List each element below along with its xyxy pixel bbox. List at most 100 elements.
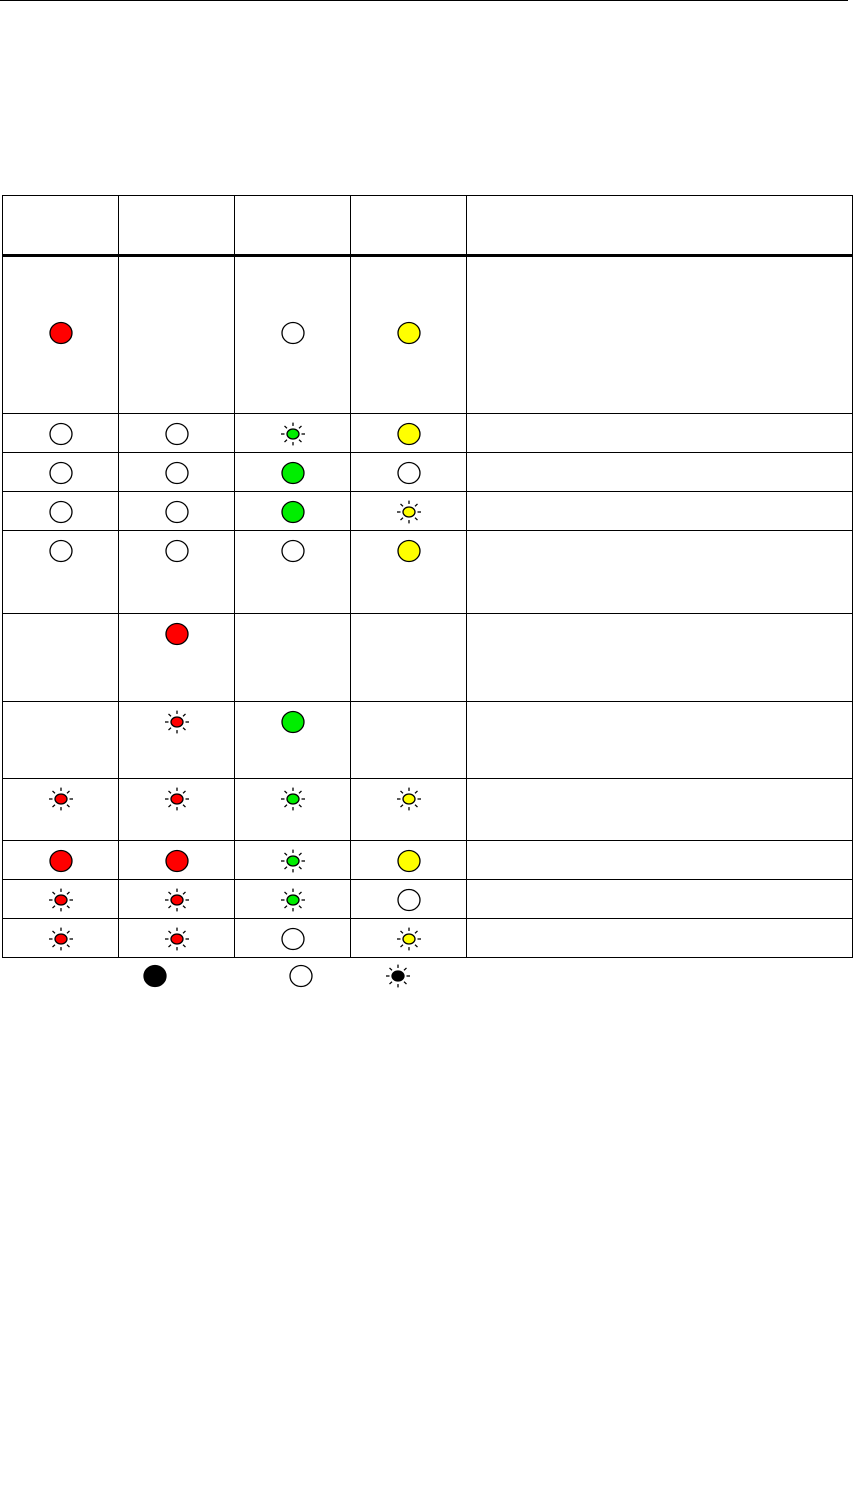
description-cell: [466, 840, 853, 880]
led-blinking-icon: [280, 422, 305, 446]
led-blinking-icon: [164, 927, 189, 951]
led-on-icon: [164, 849, 189, 873]
led-off-icon: [48, 539, 73, 563]
led-cell: [118, 530, 235, 614]
led-cell: [118, 840, 235, 880]
led-blinking-icon: [48, 927, 73, 951]
led-cell: [2, 452, 119, 492]
led-cell: [350, 879, 467, 919]
led-cell: [234, 255, 351, 414]
table-row: [2, 452, 853, 492]
led-off-icon: [48, 500, 73, 524]
description-cell: [466, 879, 853, 919]
legend-item-off: [286, 963, 316, 994]
table-row: [2, 613, 853, 702]
header-cell: [2, 195, 119, 257]
led-cell: [350, 530, 467, 614]
led-cell: [2, 613, 119, 702]
led-on-icon: [164, 622, 189, 646]
led-cell: [2, 530, 119, 614]
header-cell: [350, 195, 467, 257]
led-on-icon: [280, 500, 305, 524]
led-off-icon: [164, 500, 189, 524]
led-cell: [350, 452, 467, 492]
led-cell: [2, 491, 119, 531]
led-cell: [234, 530, 351, 614]
led-blinking-icon: [164, 710, 189, 734]
led-off-icon: [280, 321, 305, 344]
led-cell: [118, 491, 235, 531]
led-blinking-icon: [396, 500, 421, 524]
led-blinking-icon: [48, 888, 73, 912]
led-cell: [2, 701, 119, 779]
led-blinking-icon: [280, 888, 305, 912]
led-cell: [350, 255, 467, 414]
led-off-icon: [396, 461, 421, 485]
led-cell: [118, 413, 235, 453]
led-cell: [350, 613, 467, 702]
led-cell: [234, 778, 351, 841]
table-row: [2, 879, 853, 919]
led-blinking-icon: [48, 787, 73, 811]
led-on-icon: [396, 422, 421, 446]
led-off-icon: [48, 461, 73, 485]
led-blinking-icon: [164, 888, 189, 912]
table-row: [2, 918, 853, 958]
led-blinking-icon: [164, 787, 189, 811]
led-cell: [234, 491, 351, 531]
header-cell: [118, 195, 235, 257]
led-on-icon: [396, 321, 421, 344]
led-on-icon: [396, 849, 421, 873]
led-cell: [118, 918, 235, 958]
led-blinking-icon: [386, 964, 410, 988]
led-cell: [2, 918, 119, 958]
led-cell: [2, 879, 119, 919]
led-blinking-icon: [280, 849, 305, 873]
legend-item-on: [140, 963, 170, 994]
led-cell: [350, 840, 467, 880]
led-cell: [118, 613, 235, 702]
description-cell: [466, 613, 853, 702]
led-on-icon: [280, 461, 305, 485]
led-cell: [118, 255, 235, 414]
led-status-table: [2, 195, 853, 958]
header-cell: [234, 195, 351, 257]
table-row: [2, 701, 853, 779]
led-cell: [118, 452, 235, 492]
description-cell: [466, 530, 853, 614]
table-row: [2, 255, 853, 414]
led-on-icon: [396, 539, 421, 563]
led-cell: [118, 879, 235, 919]
led-off-icon: [48, 422, 73, 446]
led-on-icon: [48, 321, 73, 344]
led-cell: [234, 452, 351, 492]
legend-item-blink: [383, 963, 413, 994]
led-cell: [234, 701, 351, 779]
led-cell: [234, 879, 351, 919]
led-off-icon: [164, 461, 189, 485]
led-cell: [2, 778, 119, 841]
led-off-icon: [164, 422, 189, 446]
table-header-row: [2, 195, 853, 257]
led-blinking-icon: [280, 787, 305, 811]
table-row: [2, 491, 853, 531]
led-cell: [2, 255, 119, 414]
led-off-icon: [280, 539, 305, 563]
led-cell: [350, 413, 467, 453]
description-cell: [466, 413, 853, 453]
led-cell: [118, 701, 235, 779]
header-cell: [466, 195, 853, 257]
led-cell: [350, 918, 467, 958]
table-row: [2, 530, 853, 614]
led-cell: [350, 778, 467, 841]
led-cell: [234, 918, 351, 958]
led-off-icon: [396, 888, 421, 912]
led-cell: [234, 840, 351, 880]
led-blinking-icon: [396, 787, 421, 811]
table-row: [2, 840, 853, 880]
led-off-icon: [164, 539, 189, 563]
led-cell: [2, 413, 119, 453]
led-off-icon: [280, 927, 305, 951]
led-cell: [234, 613, 351, 702]
